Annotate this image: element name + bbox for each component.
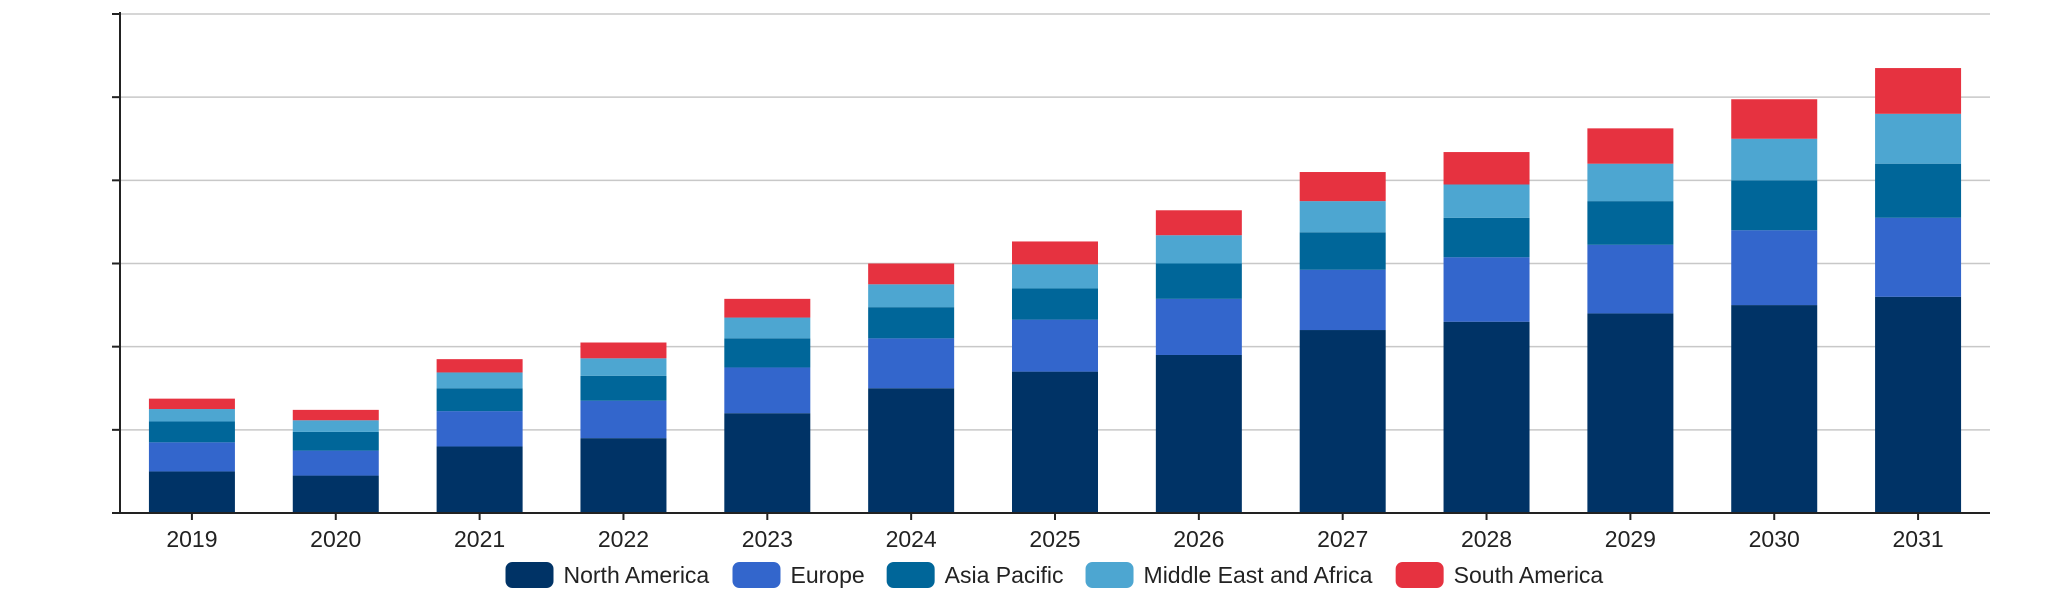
bar-segment-north-america [292, 475, 379, 513]
x-tick-label: 2026 [1173, 526, 1224, 552]
bar-segment-asia-pacific [1587, 201, 1674, 245]
bar-segment-south-america [1587, 128, 1674, 164]
bar-segment-europe [148, 442, 235, 472]
x-tick-label: 2022 [598, 526, 649, 552]
legend-item-north-america: North America [505, 562, 710, 588]
bar-segment-middle-east-and-africa [292, 420, 379, 432]
x-tick-labels: 2019 2020 2021 2022 2023 2024 2025 2026 2027 2028… [166, 526, 1943, 552]
bar-segment-europe [1443, 257, 1530, 322]
x-tick-label: 2025 [1029, 526, 1080, 552]
bar-segment-north-america [1155, 354, 1242, 513]
bar-segment-south-america [1443, 152, 1530, 185]
bar-segment-europe [1875, 217, 1962, 297]
x-tick-label: 2031 [1892, 526, 1943, 552]
bar-segment-europe [1299, 269, 1386, 331]
bar-segment-north-america [148, 471, 235, 513]
legend-item-asia-pacific: Asia Pacific [886, 562, 1064, 588]
bar-segment-south-america [724, 298, 811, 318]
x-tick-label: 2027 [1317, 526, 1368, 552]
legend-swatch [886, 562, 935, 588]
bar-segment-asia-pacific [436, 388, 523, 412]
x-tick-label: 2029 [1605, 526, 1656, 552]
bar-segment-south-america [1875, 68, 1962, 114]
bar-segment-middle-east-and-africa [1443, 184, 1530, 218]
bar-segment-south-america [148, 398, 235, 410]
legend-label: Middle East and Africa [1144, 562, 1373, 588]
bar-segment-middle-east-and-africa [436, 372, 523, 389]
legend-swatch [1395, 562, 1444, 588]
legend-item-middle-east-and-africa: Middle East and Africa [1085, 562, 1373, 588]
legend-label: Europe [790, 562, 864, 588]
bar-segment-asia-pacific [292, 431, 379, 451]
bar-segment-south-america [1012, 241, 1098, 265]
bar-segment-asia-pacific [1875, 163, 1962, 218]
x-tick-label: 2023 [742, 526, 793, 552]
legend-label: South America [1454, 562, 1604, 588]
bar-segment-asia-pacific [1731, 180, 1818, 231]
bar-segment-middle-east-and-africa [1731, 138, 1818, 181]
x-tick-label: 2019 [166, 526, 217, 552]
bar-segment-europe [436, 411, 523, 447]
bar-segment-north-america [868, 388, 955, 513]
bar-segment-south-america [868, 263, 955, 285]
bar-segment-asia-pacific [1155, 263, 1242, 299]
bar-segment-middle-east-and-africa [580, 358, 667, 376]
legend-label: North America [564, 562, 710, 588]
bar-segment-north-america [1443, 321, 1530, 513]
bar-segment-south-america [1299, 172, 1386, 202]
bars [148, 68, 1962, 513]
bar-segment-north-america [724, 413, 811, 513]
bar-segment-middle-east-and-africa [1299, 201, 1386, 233]
bar-segment-asia-pacific [580, 375, 667, 401]
bar-segment-middle-east-and-africa [148, 409, 235, 422]
bar-segment-middle-east-and-africa [868, 284, 955, 308]
x-tick-label: 2024 [886, 526, 937, 552]
legend-label: Asia Pacific [945, 562, 1064, 588]
legend-swatch [732, 562, 781, 588]
bar-segment-europe [1731, 230, 1818, 306]
bar-segment-asia-pacific [148, 421, 235, 443]
bar-segment-north-america [1731, 305, 1818, 513]
bar-segment-europe [1155, 298, 1242, 355]
bar-segment-middle-east-and-africa [1587, 163, 1674, 202]
bar-segment-north-america [1012, 371, 1098, 513]
x-tick-label: 2020 [310, 526, 361, 552]
x-tick-label: 2021 [454, 526, 505, 552]
bar-segment-asia-pacific [1012, 288, 1098, 320]
bar-segment-south-america [1731, 99, 1818, 139]
axes [112, 12, 1990, 520]
bar-segment-south-america [292, 409, 379, 421]
bar-segment-north-america [1875, 296, 1962, 513]
bar-segment-south-america [1155, 210, 1242, 236]
bar-segment-europe [724, 367, 811, 414]
bar-segment-europe [292, 450, 379, 476]
bar-segment-asia-pacific [1443, 217, 1530, 258]
bar-segment-middle-east-and-africa [1875, 113, 1962, 164]
bar-segment-middle-east-and-africa [724, 317, 811, 339]
bar-segment-asia-pacific [724, 338, 811, 368]
x-tick-label: 2030 [1749, 526, 1800, 552]
bar-segment-middle-east-and-africa [1012, 264, 1098, 289]
legend-item-south-america: South America [1395, 562, 1604, 588]
bar-segment-north-america [580, 438, 667, 513]
legend-swatch [505, 562, 554, 588]
bar-segment-europe [868, 338, 955, 389]
bar-segment-asia-pacific [868, 307, 955, 339]
legend-item-europe: Europe [732, 562, 865, 588]
legend: North America Europe Asia Pacific Middle Ea… [505, 562, 1604, 588]
bar-segment-north-america [1299, 330, 1386, 513]
bar-segment-europe [580, 400, 667, 439]
bar-segment-europe [1012, 319, 1098, 372]
bar-segment-south-america [436, 359, 523, 373]
bar-segment-south-america [580, 342, 667, 359]
bar-segment-middle-east-and-africa [1155, 235, 1242, 264]
bar-segment-north-america [436, 446, 523, 513]
x-tick-label: 2028 [1461, 526, 1512, 552]
bar-segment-north-america [1587, 313, 1674, 513]
bar-segment-asia-pacific [1299, 232, 1386, 270]
legend-swatch [1085, 562, 1134, 588]
bar-segment-europe [1587, 244, 1674, 314]
